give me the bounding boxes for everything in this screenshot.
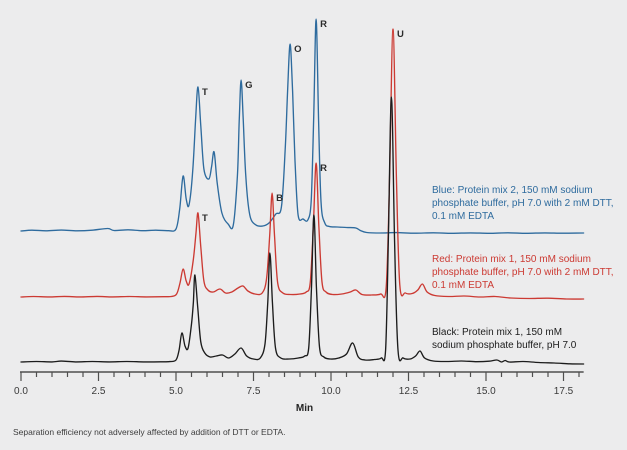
x-axis-tick-label: 10.0 — [321, 386, 341, 397]
caption: Separation efficiency not adversely affe… — [13, 427, 286, 437]
peak-label-red-T: T — [202, 213, 208, 224]
x-axis-tick-label: 12.5 — [398, 386, 419, 397]
x-axis-title: Min — [295, 403, 314, 414]
x-axis-tick-label: 2.5 — [91, 386, 106, 397]
x-axis-tick-label: 5.0 — [169, 386, 183, 397]
peak-label-blue-T: T — [202, 87, 208, 98]
peak-label-blue-O: O — [294, 44, 301, 55]
x-axis-tick-label: 15.0 — [476, 386, 496, 397]
trace-black — [20, 96, 585, 365]
trace-red — [20, 28, 585, 300]
trace-annotation-red: Red: Protein mix 1, 150 mM sodium phosph… — [432, 254, 614, 291]
peak-label-red-B: B — [276, 193, 283, 204]
trace-annotation-black: Black: Protein mix 1, 150 mM sodium phos… — [432, 327, 577, 351]
peak-label-blue-G: G — [245, 80, 252, 91]
trace-blue — [20, 18, 585, 234]
peak-label-red-U: U — [397, 29, 404, 40]
peak-label-blue-R: R — [320, 19, 327, 30]
peak-label-red-R: R — [320, 163, 327, 174]
x-axis-tick-label: 17.5 — [553, 386, 574, 397]
x-axis-tick-label: 7.5 — [246, 386, 261, 397]
x-axis-tick-label: 0.0 — [14, 386, 28, 397]
trace-annotation-blue: Blue: Protein mix 2, 150 mM sodium phosp… — [432, 185, 614, 222]
x-axis-ticks — [20, 372, 580, 381]
